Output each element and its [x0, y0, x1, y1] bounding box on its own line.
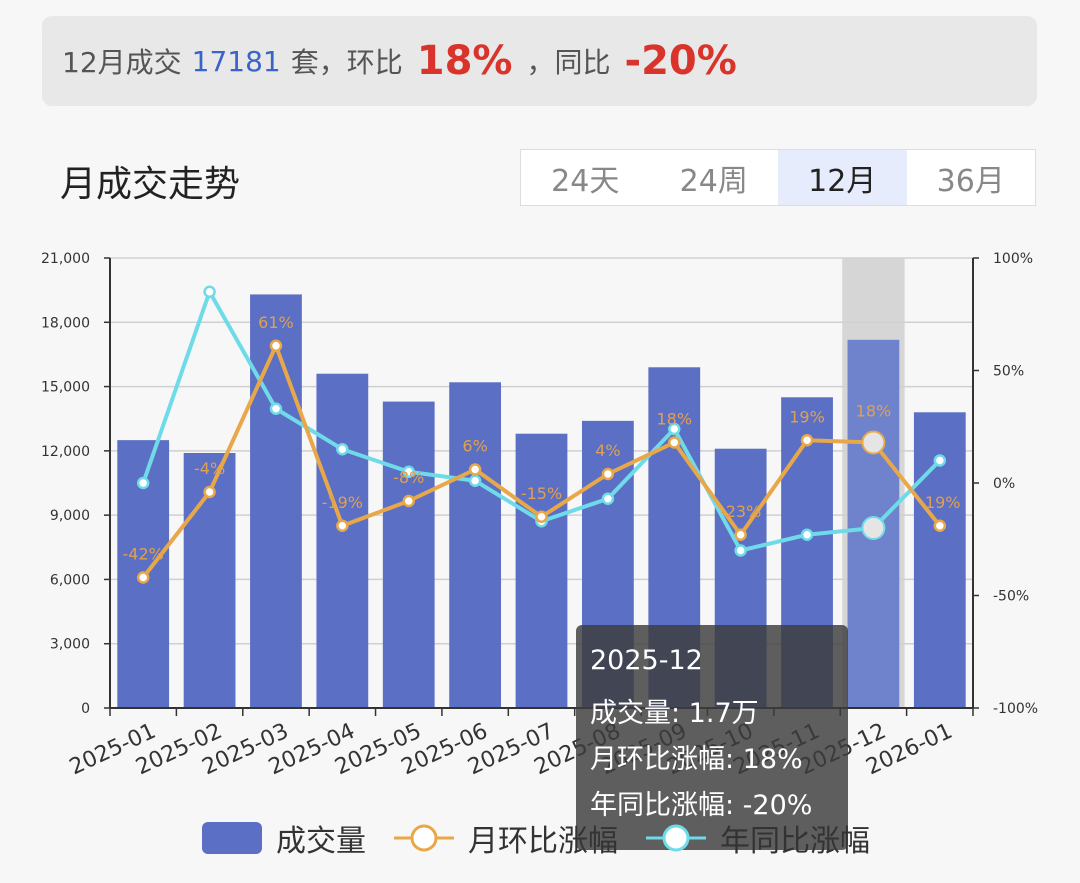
tooltip-volume: 成交量: 1.7万 [590, 698, 759, 729]
summary-yoy-label: ，同比 [526, 46, 611, 79]
series-point [336, 519, 349, 532]
tab-24-days[interactable]: 24天 [551, 163, 620, 199]
tab-36-months[interactable]: 36月 [936, 163, 1005, 199]
tooltip-yoy: 年同比涨幅: -20% [590, 790, 813, 821]
chart-title: 月成交走势 [60, 164, 241, 205]
left-tick-label: 15,000 [41, 380, 90, 396]
series-point [668, 436, 681, 449]
right-tick-label: -50% [993, 589, 1029, 605]
chart-tooltip: 2025-12 成交量: 1.7万 月环比涨幅: 18% 年同比涨幅: -20% [576, 625, 848, 850]
series-point [734, 528, 747, 541]
series-point [734, 544, 747, 557]
tab-24-weeks[interactable]: 24周 [679, 163, 748, 199]
series-point [468, 463, 482, 476]
series-point [203, 285, 216, 298]
data-label: -19% [322, 493, 363, 512]
summary-prefix: 12月成交 [62, 46, 182, 79]
bar [316, 373, 369, 708]
series-point [933, 519, 947, 532]
right-tick-label: 0% [993, 476, 1015, 492]
data-label: -19% [919, 493, 960, 512]
series-point [933, 454, 947, 467]
left-tick-label: 18,000 [41, 315, 90, 331]
legend-mom[interactable]: 月环比涨幅 [392, 816, 618, 860]
legend-volume[interactable]: 成交量 [200, 816, 366, 860]
data-label: 4% [595, 441, 620, 460]
tab-12-months[interactable]: 12月 [778, 150, 907, 205]
series-point [535, 510, 548, 523]
left-tick-label: 12,000 [41, 444, 90, 460]
data-label: 19% [789, 407, 825, 426]
chart-legend: 成交量 月环比涨幅 年同比涨幅 [200, 815, 896, 861]
summary-mom-label: 套，环比 [290, 46, 403, 79]
bar-swatch-icon [202, 822, 262, 854]
tooltip-mom: 月环比涨幅: 18% [590, 744, 803, 775]
data-label: 6% [462, 437, 487, 456]
left-tick-label: 9,000 [50, 508, 90, 524]
line-circle-swatch-icon [394, 824, 454, 852]
series-point [269, 402, 283, 415]
data-label: -23% [720, 502, 761, 521]
bar [250, 294, 302, 708]
data-label: 18% [656, 410, 692, 429]
legend-yoy[interactable]: 年同比涨幅 [644, 816, 870, 860]
legend-yoy-label: 年同比涨幅 [720, 824, 870, 859]
series-point [861, 430, 886, 455]
summary-banner: 12月成交 17181 套，环比 18% ，同比 -20% [42, 16, 1037, 106]
summary-yoy-value: -20% [624, 38, 737, 84]
data-label: -8% [393, 468, 424, 487]
series-point [402, 465, 415, 478]
period-segmented-control: 24天 24周 12月 36月 [520, 149, 1036, 206]
series-point [269, 339, 283, 352]
bar [449, 382, 502, 708]
legend-volume-label: 成交量 [276, 824, 366, 859]
series-point [800, 434, 814, 447]
left-tick-label: 3,000 [50, 637, 90, 653]
series-point [861, 516, 886, 540]
data-label: -15% [521, 484, 562, 503]
data-label: -4% [194, 459, 225, 478]
series-point [601, 467, 615, 481]
bar [515, 433, 568, 708]
right-tick-label: 50% [993, 364, 1024, 380]
series-point [336, 443, 349, 456]
summary-mom-value: 18% [416, 38, 513, 84]
series-point [402, 494, 415, 508]
series-point [800, 528, 814, 541]
legend-mom-label: 月环比涨幅 [468, 824, 618, 859]
data-label: -42% [123, 545, 164, 564]
data-label: 18% [856, 402, 892, 421]
series-point [468, 474, 482, 487]
left-tick-label: 0 [81, 701, 90, 717]
left-tick-label: 6,000 [50, 572, 90, 588]
monthly-volume-chart[interactable]: 0 3,000 6,000 9,000 12,000 15,000 18,000 21,000… [0, 230, 1080, 810]
series-point [136, 571, 150, 584]
series-point [136, 476, 150, 490]
bar [382, 401, 435, 708]
summary-volume: 17181 [191, 44, 281, 78]
right-tick-label: -100% [993, 701, 1038, 717]
tooltip-date: 2025-12 [590, 645, 703, 676]
right-tick-label: 100% [993, 251, 1033, 267]
series-point [203, 485, 216, 499]
series-point [668, 422, 681, 436]
data-label: 61% [258, 313, 294, 332]
series-point [601, 492, 615, 505]
line-circle-swatch-icon [646, 824, 706, 852]
left-tick-label: 21,000 [41, 251, 90, 267]
